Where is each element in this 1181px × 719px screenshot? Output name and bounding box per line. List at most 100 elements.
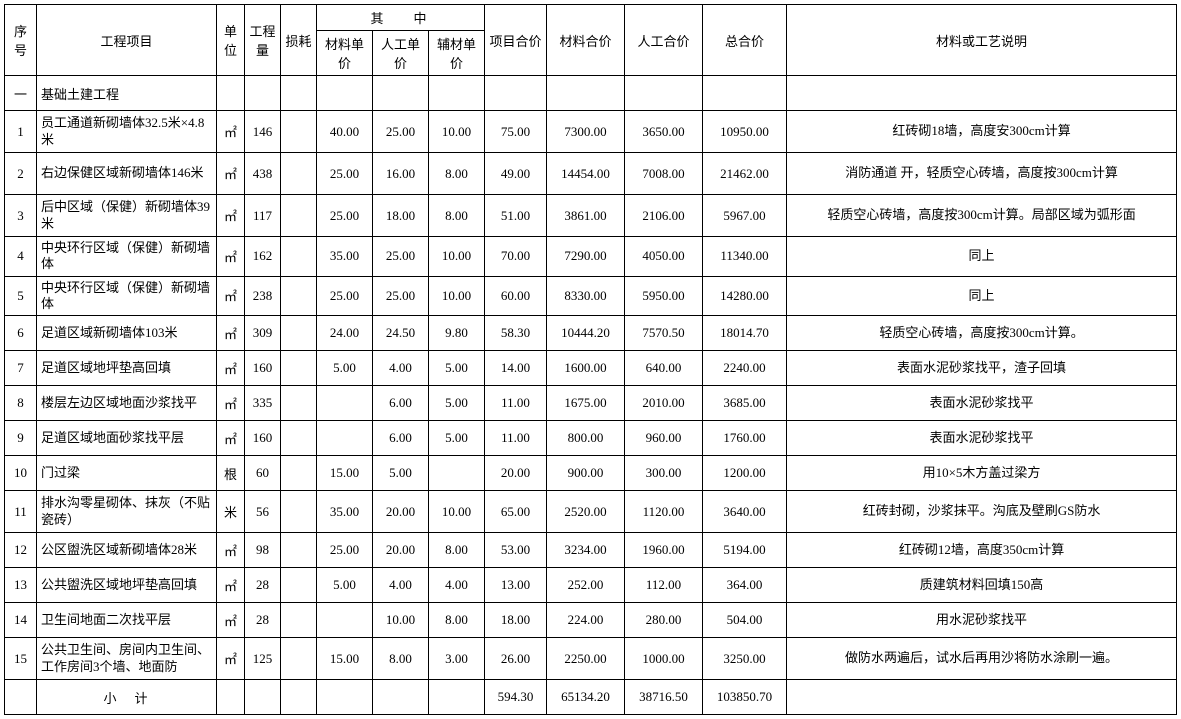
cell-seq: 14 (5, 603, 37, 638)
cell-note: 表面水泥砂浆找平 (787, 421, 1177, 456)
empty-cell (245, 76, 281, 111)
cell-qty: 160 (245, 421, 281, 456)
col-aux-price: 辅材单价 (429, 31, 485, 76)
cell-note: 消防通道 开，轻质空心砖墙，高度按300cm计算 (787, 153, 1177, 195)
cell-loss (281, 351, 317, 386)
cell-unit: ㎡ (217, 421, 245, 456)
cell-total: 3250.00 (703, 638, 787, 680)
cell-total: 21462.00 (703, 153, 787, 195)
cell-loss (281, 638, 317, 680)
cell-mat-total: 800.00 (547, 421, 625, 456)
cell-seq: 13 (5, 568, 37, 603)
cell-loss (281, 237, 317, 277)
cell-aux-price: 3.00 (429, 638, 485, 680)
cell-mat-total: 1675.00 (547, 386, 625, 421)
table-row: 7足道区域地坪垫高回填㎡1605.004.005.0014.001600.006… (5, 351, 1177, 386)
table-body: 一基础土建工程1员工通道新砌墙体32.5米×4.8米㎡14640.0025.00… (5, 76, 1177, 715)
cell-note: 用水泥砂浆找平 (787, 603, 1177, 638)
cell-note: 质建筑材料回填150高 (787, 568, 1177, 603)
empty-cell (373, 680, 429, 715)
cell-unit: ㎡ (217, 276, 245, 316)
cell-item: 公共盥洗区域地坪垫高回填 (37, 568, 217, 603)
cell-lab-price: 25.00 (373, 111, 429, 153)
cell-qty: 335 (245, 386, 281, 421)
cell-lab-total: 960.00 (625, 421, 703, 456)
cell-seq: 10 (5, 456, 37, 491)
cell-aux-price: 8.00 (429, 153, 485, 195)
cell-unit-price: 51.00 (485, 195, 547, 237)
cell-seq: 6 (5, 316, 37, 351)
col-unit: 单位 (217, 5, 245, 76)
cell-seq: 4 (5, 237, 37, 277)
empty-cell (245, 680, 281, 715)
cell-mat-price (317, 421, 373, 456)
cell-lab-price: 4.00 (373, 351, 429, 386)
cell-loss (281, 421, 317, 456)
cell-lab-price: 6.00 (373, 386, 429, 421)
cell-mat-total: 2520.00 (547, 491, 625, 533)
subtotal-mat-total: 65134.20 (547, 680, 625, 715)
col-mat-total: 材料合价 (547, 5, 625, 76)
cell-lab-price: 25.00 (373, 237, 429, 277)
cell-seq: 7 (5, 351, 37, 386)
cell-seq: 15 (5, 638, 37, 680)
cell-total: 1200.00 (703, 456, 787, 491)
cell-mat-total: 224.00 (547, 603, 625, 638)
cell-unit-price: 11.00 (485, 386, 547, 421)
cell-lab-total: 5950.00 (625, 276, 703, 316)
empty-cell (429, 76, 485, 111)
cell-unit: ㎡ (217, 316, 245, 351)
empty-cell (787, 76, 1177, 111)
cell-unit: ㎡ (217, 153, 245, 195)
empty-cell (317, 680, 373, 715)
cell-seq: 3 (5, 195, 37, 237)
cell-item: 足道区域地坪垫高回填 (37, 351, 217, 386)
cell-aux-price: 10.00 (429, 237, 485, 277)
cell-item: 公共卫生间、房间内卫生间、工作房间3个墙、地面防 (37, 638, 217, 680)
table-row: 8楼层左边区域地面沙浆找平㎡3356.005.0011.001675.00201… (5, 386, 1177, 421)
cell-qty: 28 (245, 603, 281, 638)
cell-qty: 98 (245, 533, 281, 568)
cell-mat-total: 3234.00 (547, 533, 625, 568)
cell-lab-price: 8.00 (373, 638, 429, 680)
cell-unit-price: 53.00 (485, 533, 547, 568)
cell-item: 后中区域（保健）新砌墙体39米 (37, 195, 217, 237)
cell-unit: ㎡ (217, 386, 245, 421)
cell-unit: ㎡ (217, 638, 245, 680)
empty-cell (625, 76, 703, 111)
col-lab-total: 人工合价 (625, 5, 703, 76)
cell-item: 排水沟零星砌体、抹灰（不贴瓷砖） (37, 491, 217, 533)
cell-aux-price: 8.00 (429, 603, 485, 638)
cell-lab-price: 6.00 (373, 421, 429, 456)
cell-total: 14280.00 (703, 276, 787, 316)
cell-mat-price: 24.00 (317, 316, 373, 351)
col-seq: 序号 (5, 5, 37, 76)
cell-loss (281, 568, 317, 603)
cell-lab-total: 280.00 (625, 603, 703, 638)
cell-loss (281, 386, 317, 421)
cell-aux-price: 5.00 (429, 386, 485, 421)
cell-aux-price: 4.00 (429, 568, 485, 603)
empty-cell (429, 680, 485, 715)
table-row: 5中央环行区域（保健）新砌墙体㎡23825.0025.0010.0060.008… (5, 276, 1177, 316)
cell-unit-price: 11.00 (485, 421, 547, 456)
cell-item: 员工通道新砌墙体32.5米×4.8米 (37, 111, 217, 153)
cell-unit-price: 70.00 (485, 237, 547, 277)
cell-aux-price: 10.00 (429, 276, 485, 316)
cell-note: 表面水泥砂浆找平，渣子回填 (787, 351, 1177, 386)
col-total: 总合价 (703, 5, 787, 76)
cell-qty: 238 (245, 276, 281, 316)
cell-qty: 125 (245, 638, 281, 680)
cell-loss (281, 456, 317, 491)
cell-note: 红砖封砌，沙浆抹平。沟底及壁刷GS防水 (787, 491, 1177, 533)
cell-note: 轻质空心砖墙，高度按300cm计算。局部区域为弧形面 (787, 195, 1177, 237)
cell-mat-total: 1600.00 (547, 351, 625, 386)
cell-loss (281, 195, 317, 237)
cell-lab-total: 4050.00 (625, 237, 703, 277)
cell-lab-total: 112.00 (625, 568, 703, 603)
empty-cell (547, 76, 625, 111)
cell-note: 用10×5木方盖过梁方 (787, 456, 1177, 491)
subtotal-label: 小计 (37, 680, 217, 715)
cell-loss (281, 533, 317, 568)
cell-item: 楼层左边区域地面沙浆找平 (37, 386, 217, 421)
